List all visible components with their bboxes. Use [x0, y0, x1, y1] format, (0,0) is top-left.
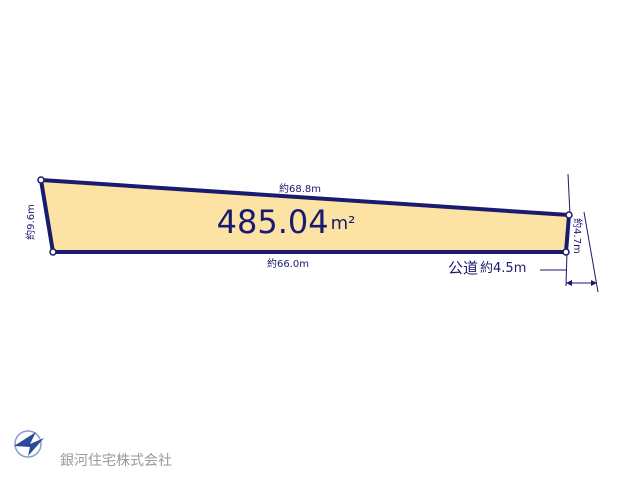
vertex-dots: [37, 176, 573, 256]
side-left: 約9.6m: [24, 204, 37, 240]
side-top: 約68.8m: [279, 182, 321, 195]
road-edge: [583, 211, 599, 293]
company-name: 銀河住宅株式会社: [60, 453, 172, 469]
road-edge: [567, 173, 571, 216]
area-label: 485.04 m²: [217, 203, 356, 241]
side-bottom: 約66.0m: [267, 257, 309, 270]
road-label: 公道 約4.5m: [448, 259, 526, 277]
road-edge: [565, 251, 568, 287]
area-unit: m²: [331, 213, 356, 234]
side-right: 約4.7m: [571, 218, 584, 254]
road-name: 公道: [448, 259, 478, 277]
company-logo: [14, 430, 44, 458]
area-value: 485.04: [217, 203, 329, 241]
road-width: 約4.5m: [480, 261, 526, 276]
